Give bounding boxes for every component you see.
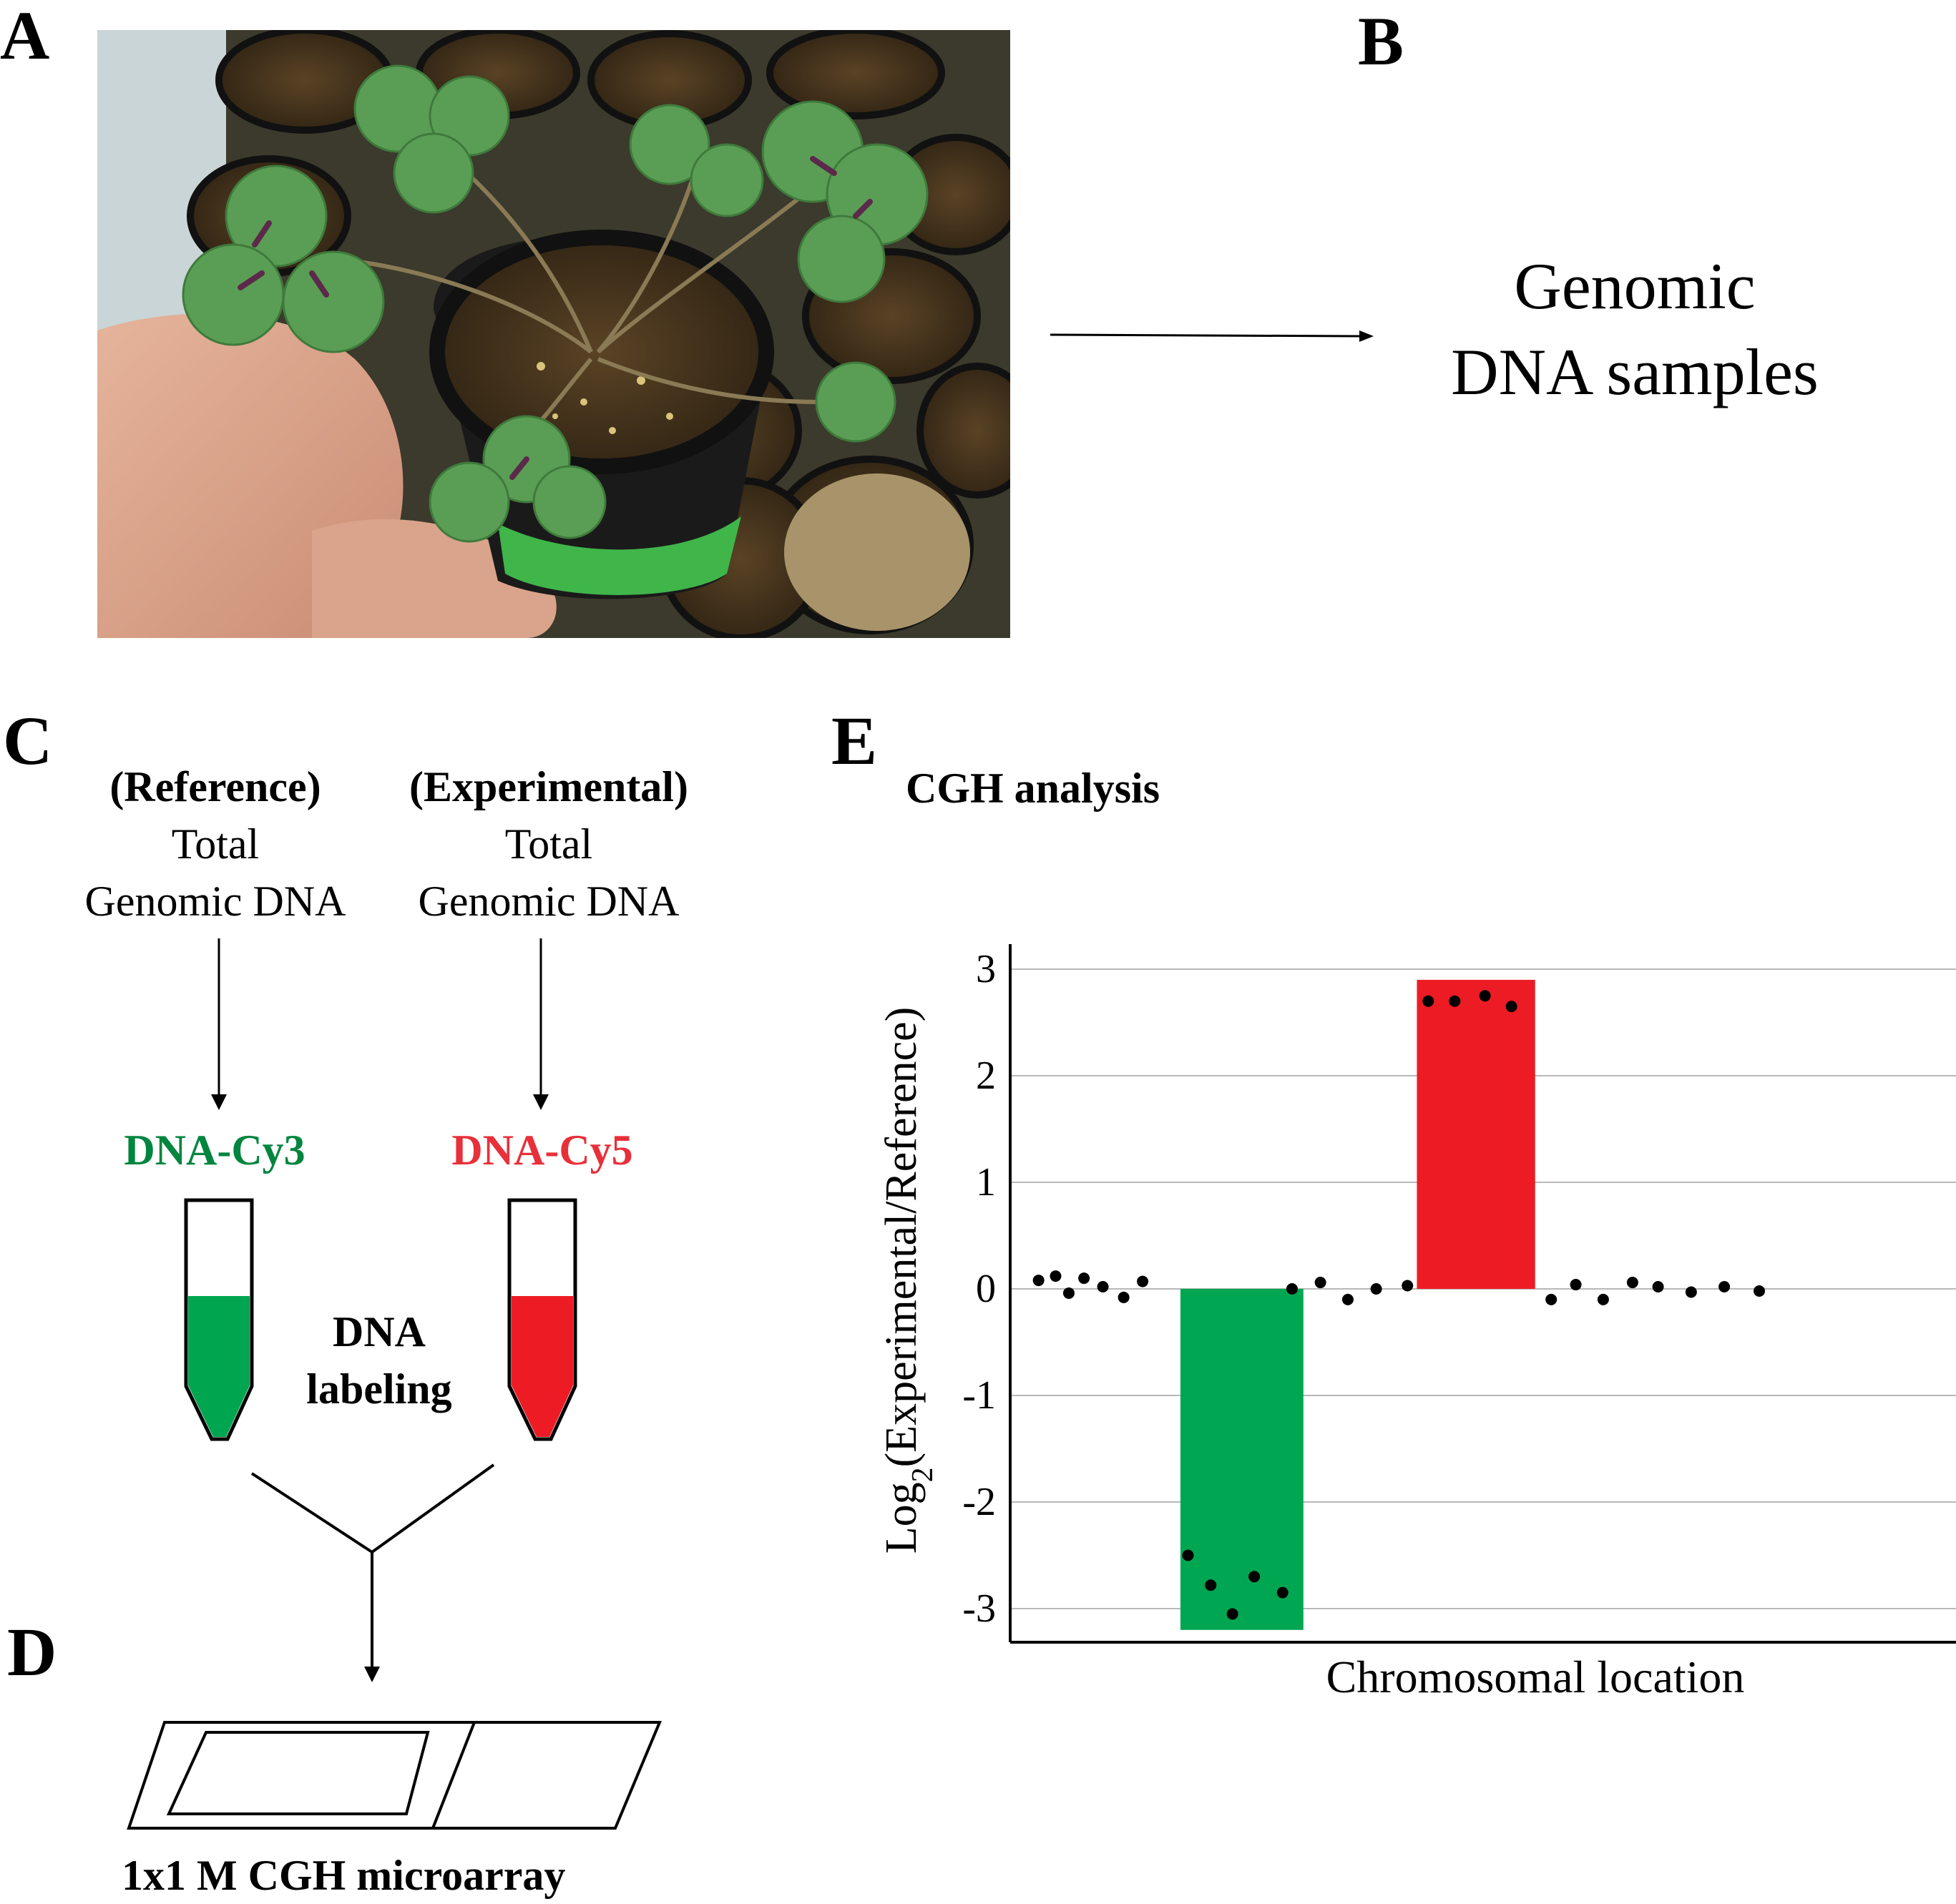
data-point-9 xyxy=(1226,1608,1238,1620)
photo-to-dna-arrow xyxy=(1050,333,1360,338)
genomic-line: Genomic xyxy=(1514,250,1756,323)
dna-samples-line: DNA samples xyxy=(1451,335,1819,408)
panel-label-c: C xyxy=(3,702,53,779)
x-axis-label: Chromosomal location xyxy=(1326,1652,1745,1702)
data-point-8 xyxy=(1205,1579,1217,1591)
y-tick-label-2: 1 xyxy=(976,1160,996,1204)
merge-arrowhead xyxy=(364,1667,380,1682)
data-point-16 xyxy=(1402,1280,1414,1292)
data-point-4 xyxy=(1097,1281,1109,1293)
bar-1 xyxy=(1417,979,1535,1289)
data-point-0 xyxy=(1032,1275,1045,1287)
experimental-dna-block: (Experimental) Total Genomic DNA xyxy=(373,758,724,930)
data-point-14 xyxy=(1341,1293,1354,1305)
dna-labeling-label: DNA labeling xyxy=(272,1303,486,1418)
experimental-heading: (Experimental) xyxy=(409,763,688,810)
y-tick-label-6: -3 xyxy=(962,1586,996,1631)
panel-label-e: E xyxy=(831,702,878,779)
data-point-1 xyxy=(1050,1270,1062,1282)
y-tick-label-1: 2 xyxy=(976,1054,996,1098)
dna-labeling-line2: labeling xyxy=(306,1365,452,1413)
data-point-22 xyxy=(1570,1279,1582,1291)
data-point-18 xyxy=(1449,995,1461,1007)
y-tick-label-0: 3 xyxy=(976,947,996,991)
experimental-total: Total xyxy=(504,820,593,868)
merge-line-left xyxy=(250,1472,373,1554)
plant-photo xyxy=(97,30,1010,638)
reference-dna-block: (Reference) Total Genomic DNA xyxy=(47,758,383,930)
reference-heading: (Reference) xyxy=(109,763,321,810)
data-point-7 xyxy=(1182,1549,1194,1561)
data-point-6 xyxy=(1137,1275,1149,1287)
bar-0 xyxy=(1180,1289,1304,1630)
panel-label-d: D xyxy=(7,1614,57,1690)
reference-genomic-dna: Genomic DNA xyxy=(84,878,346,925)
data-point-19 xyxy=(1479,990,1491,1002)
y-axis-label: Log2(Experimental/Reference) xyxy=(877,1007,939,1554)
photo-to-dna-arrowhead xyxy=(1359,330,1374,342)
data-point-21 xyxy=(1545,1293,1558,1305)
cy3-tube xyxy=(184,1198,254,1441)
cy3-label: DNA-Cy3 xyxy=(124,1127,305,1174)
data-point-10 xyxy=(1248,1571,1261,1583)
experimental-genomic-dna: Genomic DNA xyxy=(418,878,680,925)
panel-label-a: A xyxy=(0,0,50,74)
cy5-tube xyxy=(507,1198,577,1441)
merge-line-right xyxy=(371,1463,495,1554)
reference-arrowhead xyxy=(211,1094,227,1110)
data-point-12 xyxy=(1286,1283,1298,1295)
data-point-17 xyxy=(1422,995,1434,1007)
microarray-caption: 1x1 M CGH microarray xyxy=(122,1852,566,1899)
chart-title: CGH analysis xyxy=(906,765,1160,812)
data-point-3 xyxy=(1078,1272,1090,1285)
data-point-23 xyxy=(1597,1293,1609,1305)
data-point-25 xyxy=(1652,1281,1664,1293)
data-point-27 xyxy=(1718,1281,1731,1293)
y-tick-label-5: -2 xyxy=(962,1480,996,1524)
y-tick-label-4: -1 xyxy=(962,1373,996,1418)
panel-label-b: B xyxy=(1358,3,1404,79)
data-point-26 xyxy=(1685,1286,1697,1298)
microarray-slide-icon xyxy=(127,1721,662,1830)
data-point-5 xyxy=(1118,1291,1130,1303)
data-point-13 xyxy=(1314,1277,1326,1289)
cy5-label: DNA-Cy5 xyxy=(451,1127,633,1174)
experimental-arrowhead xyxy=(533,1094,549,1110)
data-point-11 xyxy=(1276,1586,1288,1599)
data-point-28 xyxy=(1754,1285,1766,1297)
reference-total: Total xyxy=(171,820,260,868)
genomic-dna-samples-label: Genomic DNA samples xyxy=(1374,243,1896,415)
data-point-15 xyxy=(1370,1283,1382,1295)
data-point-2 xyxy=(1062,1287,1075,1299)
dna-labeling-line1: DNA xyxy=(333,1308,426,1355)
data-point-20 xyxy=(1505,1001,1517,1013)
data-point-24 xyxy=(1626,1277,1638,1289)
y-tick-label-3: 0 xyxy=(976,1267,996,1311)
cgh-chart: 3 2 1 0 -1 -2 -3 Chromosomal location Log2(Exper… xyxy=(877,944,1956,1702)
